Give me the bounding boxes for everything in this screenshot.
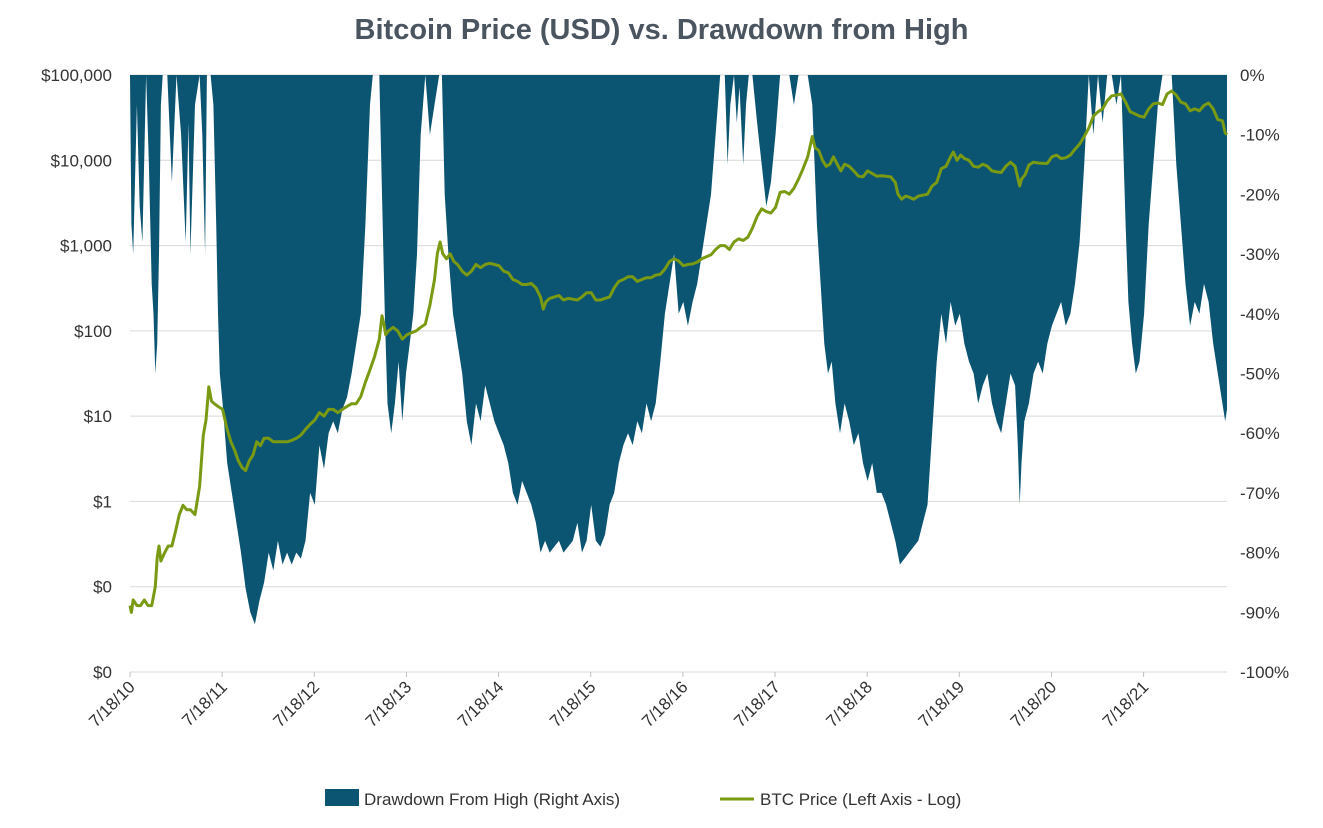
x-axis-tick-label: 7/18/10 bbox=[85, 677, 139, 731]
right-axis-tick-label: 0% bbox=[1240, 66, 1265, 85]
x-axis-tick-label: 7/18/17 bbox=[730, 677, 784, 731]
price-line-layer bbox=[128, 89, 1229, 614]
legend-label-price: BTC Price (Left Axis - Log) bbox=[760, 790, 961, 809]
right-axis-tick-label: -80% bbox=[1240, 544, 1280, 563]
right-axis-tick-label: -70% bbox=[1240, 484, 1280, 503]
x-axis-tick-label: 7/18/13 bbox=[362, 677, 416, 731]
drawdown-area-layer bbox=[130, 75, 1227, 625]
left-axis-tick-label: $100 bbox=[74, 322, 112, 341]
right-axis-tick-label: -100% bbox=[1240, 663, 1289, 682]
left-axis-tick-label: $1,000 bbox=[60, 237, 112, 256]
left-axis-tick-label: $0 bbox=[93, 578, 112, 597]
left-axis-tick-label: $0 bbox=[93, 663, 112, 682]
x-axis-tick-label: 7/18/15 bbox=[546, 677, 600, 731]
right-axis-tick-label: -60% bbox=[1240, 424, 1280, 443]
right-axis-tick-label: -50% bbox=[1240, 365, 1280, 384]
btc-price-line bbox=[128, 89, 1229, 614]
left-axis-tick-label: $100,000 bbox=[41, 66, 112, 85]
x-axis-tick-label: 7/18/12 bbox=[270, 677, 324, 731]
legend-swatch-drawdown bbox=[325, 789, 359, 806]
right-axis-tick-label: -40% bbox=[1240, 305, 1280, 324]
left-axis-tick-label: $10 bbox=[84, 407, 112, 426]
right-axis-tick-label: -20% bbox=[1240, 185, 1280, 204]
left-axis-tick-label: $10,000 bbox=[51, 151, 112, 170]
drawdown-area bbox=[130, 75, 1227, 625]
x-axis-tick-label: 7/18/14 bbox=[454, 677, 508, 731]
legend: Drawdown From High (Right Axis) BTC Price… bbox=[325, 789, 961, 809]
right-axis-tick-label: -30% bbox=[1240, 245, 1280, 264]
x-axis-tick-label: 7/18/11 bbox=[178, 677, 231, 730]
x-axis-tick-label: 7/18/18 bbox=[822, 677, 876, 731]
x-axis-tick-label: 7/18/19 bbox=[915, 677, 969, 731]
left-axis-tick-label: $1 bbox=[93, 492, 112, 511]
x-axis-tick-label: 7/18/16 bbox=[638, 677, 692, 731]
chart-title: Bitcoin Price (USD) vs. Drawdown from Hi… bbox=[354, 14, 969, 46]
legend-label-drawdown: Drawdown From High (Right Axis) bbox=[364, 790, 620, 809]
x-axis-tick-label: 7/18/20 bbox=[1007, 677, 1061, 731]
x-axis-tick-label: 7/18/21 bbox=[1099, 677, 1153, 731]
right-axis-tick-label: -10% bbox=[1240, 126, 1280, 145]
right-axis-tick-label: -90% bbox=[1240, 603, 1280, 622]
